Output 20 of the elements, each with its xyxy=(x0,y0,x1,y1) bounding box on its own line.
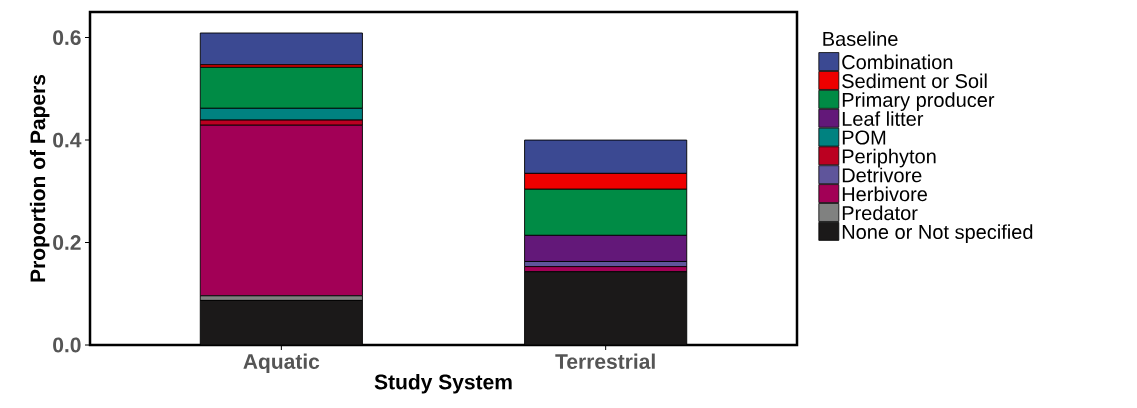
legend-label: Detrivore xyxy=(842,167,922,183)
y-tick-label: 0.6 xyxy=(53,30,81,46)
y-axis-title: Proportion of Papers xyxy=(29,74,50,282)
x-axis-title: Study System xyxy=(374,373,512,394)
legend-label: Predator xyxy=(842,205,918,221)
y-tick-label: 0.4 xyxy=(53,132,82,148)
y-tick-label: 0.2 xyxy=(53,235,81,250)
legend-label: Primary producer xyxy=(842,92,995,112)
legend-label: Combination xyxy=(842,54,953,70)
legend-label: Sediment or Soil xyxy=(842,73,987,89)
legend-label: Leaf litter xyxy=(842,111,924,126)
legend-label: POM xyxy=(842,130,886,145)
legend-label: Herbivore xyxy=(842,186,927,202)
bar xyxy=(199,32,363,66)
legend-label: None or Not specified xyxy=(842,224,1033,244)
legend-title: Baseline xyxy=(823,31,898,46)
x-tick-label: Aquatic xyxy=(243,353,320,374)
x-tick-label: Terrestrial xyxy=(555,353,655,369)
legend-label: Periphyton xyxy=(842,148,936,168)
y-tick-label: 0.0 xyxy=(53,337,81,353)
